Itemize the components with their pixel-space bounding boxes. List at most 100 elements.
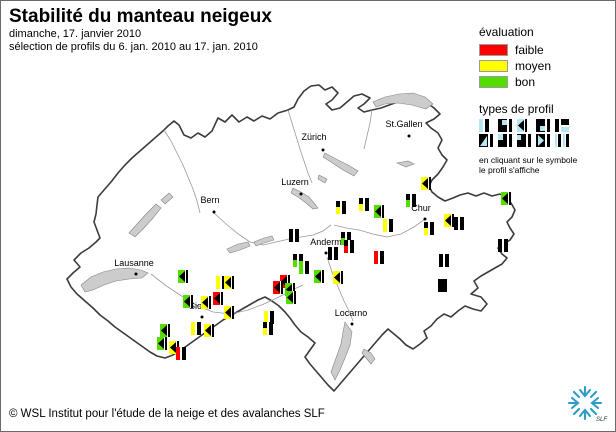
snow-profile-marker[interactable] — [263, 322, 273, 335]
lake-neuchatel — [128, 203, 162, 238]
snow-profile-marker[interactable] — [454, 217, 464, 230]
snow-profile-marker[interactable] — [183, 295, 193, 308]
footer-credit: © WSL Institut pour l'étude de la neige … — [9, 408, 325, 420]
city-dot — [407, 134, 411, 138]
evaluation-color-swatch — [479, 44, 508, 56]
page-title: Stabilité du manteau neigeux — [9, 6, 272, 27]
profile-type-icon — [555, 134, 570, 147]
snow-profile-marker[interactable] — [333, 271, 343, 284]
city-label: Lausanne — [114, 258, 154, 268]
profile-type-icon — [479, 134, 494, 147]
lake-zurich — [322, 152, 359, 177]
snow-profile-marker[interactable] — [424, 222, 434, 235]
snow-profile-marker[interactable] — [299, 261, 309, 274]
profile-type-icon — [517, 134, 532, 147]
snow-profile-marker[interactable] — [286, 291, 296, 304]
snow-profile-marker[interactable] — [421, 177, 431, 190]
city-label: Zürich — [301, 132, 327, 142]
evaluation-legend-item: moyen — [479, 58, 611, 74]
snow-profile-marker[interactable] — [293, 254, 303, 267]
snow-profile-marker[interactable] — [204, 324, 214, 337]
snow-profile-marker[interactable] — [176, 347, 186, 360]
city-label: Andermatt — [310, 237, 352, 247]
snow-profile-marker[interactable] — [191, 322, 201, 335]
evaluation-label: bon — [515, 75, 536, 89]
profile-type-icon — [555, 119, 570, 132]
snow-profile-marker[interactable] — [178, 270, 188, 283]
lake-maggiore — [330, 321, 353, 381]
snow-profile-marker[interactable] — [157, 337, 167, 350]
city-dot — [350, 322, 354, 326]
evaluation-legend-title: évaluation — [479, 25, 534, 39]
profile-type-icons-row2 — [479, 134, 611, 147]
snow-profile-marker[interactable] — [359, 198, 369, 211]
city-dot — [299, 192, 303, 196]
snow-profile-marker[interactable] — [341, 232, 351, 245]
profile-type-icon — [536, 119, 551, 132]
snow-profile-marker[interactable] — [314, 270, 324, 283]
profile-type-icon — [498, 134, 513, 147]
lake-lucerne — [290, 187, 319, 210]
legend-note-line2: le profil s'affiche — [479, 165, 540, 175]
profile-type-icons-row1 — [479, 119, 611, 132]
city-dot — [200, 315, 204, 319]
lake-zug — [317, 174, 328, 184]
profile-type-icon — [536, 134, 551, 147]
evaluation-legend-rows: faible moyen bon — [479, 42, 611, 90]
snow-profile-marker[interactable] — [201, 296, 211, 309]
snow-profile-marker[interactable] — [406, 194, 416, 207]
snow-profile-marker[interactable] — [328, 247, 338, 260]
legend-note: en cliquant sur le symbole le profil s'a… — [479, 155, 611, 175]
snow-profile-marker[interactable] — [264, 311, 274, 324]
snow-profile-marker[interactable] — [344, 240, 354, 253]
city-dot — [212, 210, 216, 214]
snow-profile-marker[interactable] — [224, 276, 234, 289]
snow-profile-marker[interactable] — [224, 306, 234, 319]
slf-snowflake-logo: SLF — [567, 385, 607, 425]
snow-profile-marker[interactable] — [498, 239, 508, 252]
profile-type-icon — [498, 119, 513, 132]
snow-profile-marker[interactable] — [383, 219, 393, 232]
profile-type-icon — [517, 119, 532, 132]
city-label: Bern — [200, 195, 220, 205]
swiss-border — [66, 84, 516, 392]
city-label: Chur — [411, 203, 431, 213]
date-line: dimanche, 17. janvier 2010 — [9, 28, 142, 40]
city-dot — [134, 272, 138, 276]
legend: évaluation faible moyen bon types de profi… — [479, 25, 611, 175]
lake-brienz — [253, 235, 275, 247]
snow-profile-marker[interactable] — [444, 214, 454, 227]
evaluation-legend-item: faible — [479, 42, 611, 58]
snowflake-icon — [567, 385, 603, 421]
city-dot — [324, 251, 328, 255]
snow-profile-marker[interactable] — [501, 192, 511, 205]
snow-profile-marker[interactable] — [273, 281, 283, 294]
lake-lugano — [361, 348, 376, 365]
evaluation-color-swatch — [479, 76, 508, 88]
snow-profile-marker[interactable] — [374, 251, 384, 264]
lake-biel — [160, 192, 174, 205]
internal-boundaries — [150, 109, 426, 322]
lake-thun — [226, 241, 251, 254]
snow-profile-marker[interactable] — [439, 254, 449, 267]
selection-line: sélection de profils du 6. jan. 2010 au … — [9, 41, 258, 53]
evaluation-label: moyen — [515, 59, 552, 73]
snow-profile-marker[interactable] — [374, 205, 384, 218]
lake-geneva — [80, 267, 149, 293]
snow-profile-marker[interactable] — [160, 324, 170, 337]
lake-walensee — [395, 160, 415, 168]
header: Stabilité du manteau neigeux dimanche, 1… — [9, 6, 272, 54]
snow-profile-marker[interactable] — [213, 292, 223, 305]
snow-profile-marker[interactable] — [438, 279, 448, 292]
legend-note-line1: en cliquant sur le symbole — [479, 155, 578, 165]
snow-profile-marker[interactable] — [336, 201, 346, 214]
evaluation-color-swatch — [479, 60, 508, 72]
city-dot — [423, 217, 427, 221]
profile-type-icon — [479, 119, 494, 132]
snow-profile-marker[interactable] — [289, 229, 299, 242]
city-label: Locarno — [334, 308, 368, 318]
